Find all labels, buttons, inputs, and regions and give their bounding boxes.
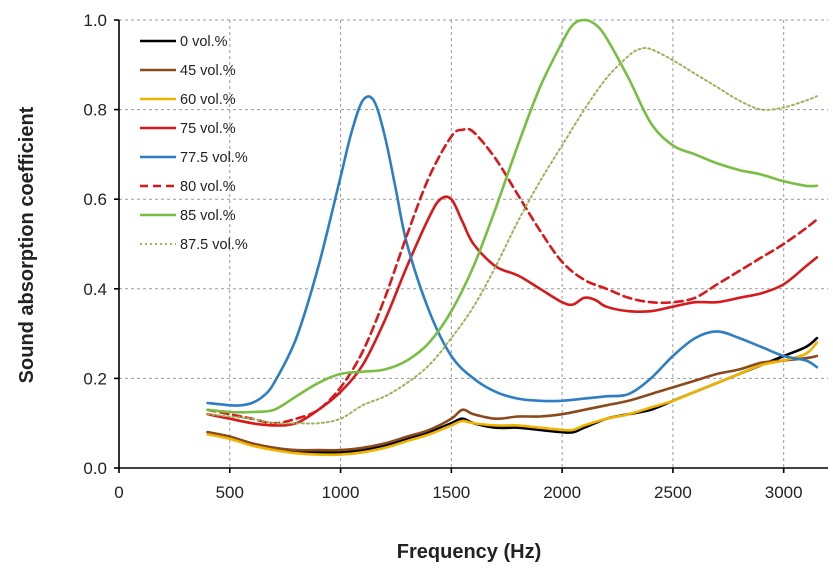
- legend-label: 77.5 vol.%: [180, 150, 248, 166]
- legend-label: 87.5 vol.%: [180, 237, 248, 253]
- series-line-5: [206, 95, 819, 407]
- axis-layer: 0 500 1000 1500 2000 2500 3000 0.0 0.2 0.4 0.6 0.8 1…: [83, 11, 828, 502]
- x-tick-label: 1500: [432, 483, 470, 502]
- x-axis-title: Frequency (Hz): [397, 541, 541, 563]
- legend-label: 45 vol.%: [180, 63, 236, 79]
- legend: 0 vol.% 45 vol.% 60 vol.% 75 vol.% 77.5 vol.…: [140, 34, 248, 253]
- x-tick-label: 1000: [322, 483, 360, 502]
- x-tick-label: 2000: [543, 483, 581, 502]
- legend-label: 85 vol.%: [180, 208, 236, 224]
- y-tick-label: 0.2: [83, 369, 107, 388]
- series-line-7: [206, 18, 819, 414]
- legend-label: 80 vol.%: [180, 179, 236, 195]
- legend-label: 60 vol.%: [180, 92, 236, 108]
- legend-label: 75 vol.%: [180, 121, 236, 137]
- y-tick-label: 0.8: [83, 101, 107, 120]
- series-line-2: [206, 354, 819, 452]
- x-tick-label: 2500: [654, 483, 692, 502]
- y-axis-title: Sound absorption coefficient: [16, 106, 38, 383]
- y-tick-label: 0.0: [83, 459, 107, 478]
- legend-label: 0 vol.%: [180, 34, 228, 50]
- y-tick-label: 0.6: [83, 190, 107, 209]
- y-tick-label: 1.0: [83, 11, 107, 30]
- x-tick-label: 500: [216, 483, 244, 502]
- series-line-6: [206, 127, 819, 425]
- x-tick-label: 0: [114, 483, 123, 502]
- y-tick-label: 0.4: [83, 280, 107, 299]
- series-line-3: [206, 341, 819, 457]
- series-line-8: [206, 47, 818, 425]
- series-layer: [206, 18, 819, 457]
- x-tick-label: 3000: [765, 483, 803, 502]
